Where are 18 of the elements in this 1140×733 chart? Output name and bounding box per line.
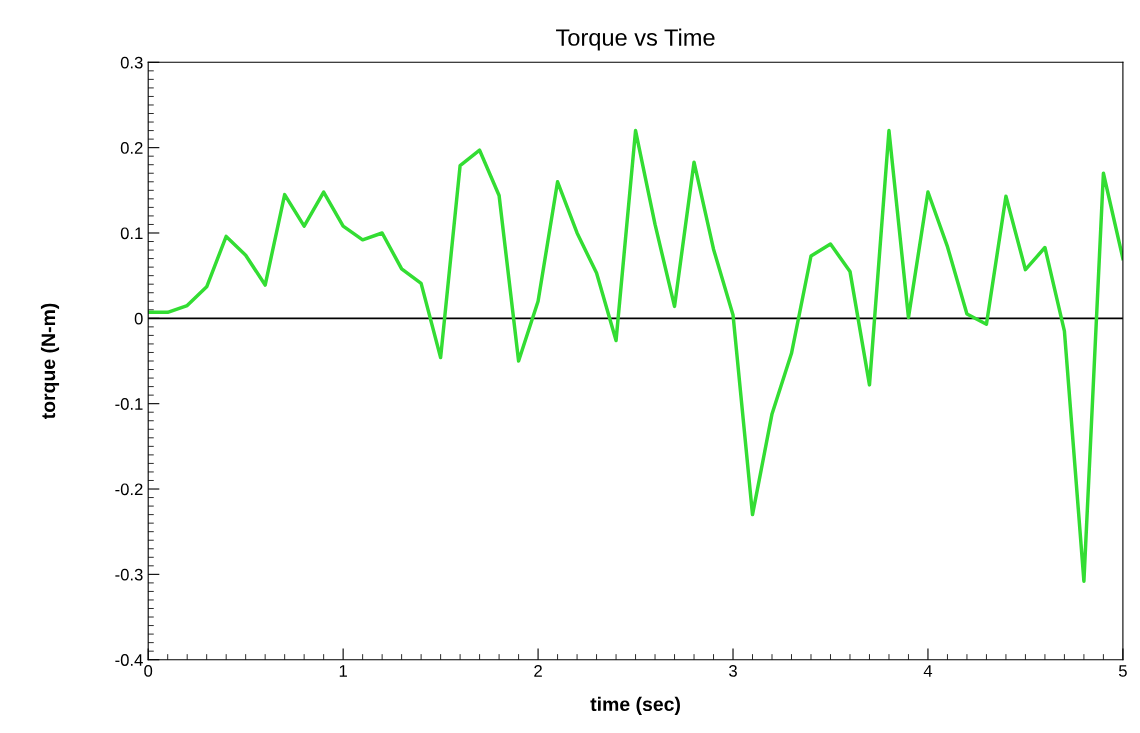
line-series: [148, 128, 1123, 583]
x-tick-label: 1: [339, 665, 347, 677]
y-tick-label: 0: [134, 312, 143, 325]
x-tick-label: 4: [923, 665, 933, 677]
x-tick-label: 2: [534, 665, 542, 677]
x-tick-label: 5: [1118, 665, 1127, 677]
y-axis-title: torque (N-m): [40, 303, 60, 420]
y-tick-label: 0.1: [120, 227, 143, 240]
y-tick-label: -0.4: [115, 654, 143, 666]
x-tick-label: 0: [144, 665, 153, 677]
x-axis-title: time (sec): [590, 696, 680, 715]
x-tick-label: 3: [729, 665, 737, 677]
chart-title: Torque vs Time: [556, 28, 715, 51]
y-tick-label: 0.2: [120, 142, 143, 154]
y-tick-label: -0.2: [115, 483, 143, 496]
y-tick-label: -0.1: [115, 398, 143, 410]
y-tick-label: -0.3: [115, 568, 143, 581]
y-tick-label: 0.3: [120, 56, 143, 69]
